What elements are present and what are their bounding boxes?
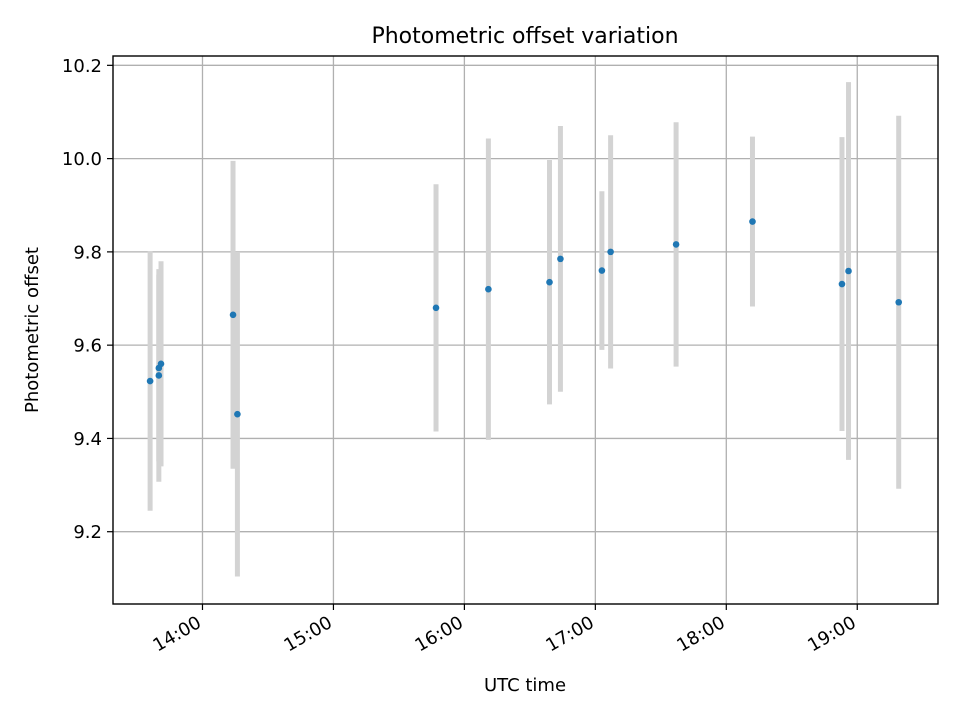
x-tick-label: 15:00 [281, 612, 336, 656]
data-point [485, 285, 492, 293]
x-tick-label: 16:00 [411, 612, 466, 656]
data-point [146, 377, 154, 385]
data-point [672, 241, 680, 248]
y-tick-label: 10.2 [62, 56, 102, 77]
data-point [749, 218, 756, 225]
grid-lines [113, 56, 938, 604]
data-points [146, 218, 903, 418]
data-point [546, 278, 553, 286]
data-point [234, 410, 241, 418]
data-point [845, 267, 852, 275]
y-tick-label: 10.0 [62, 149, 102, 170]
y-axis-label: Photometric offset [22, 247, 43, 413]
data-point [607, 248, 614, 256]
y-axis-ticks: 9.2 9.4 9.6 9.8 10.0 10.2 [62, 56, 113, 543]
chart-title: Photometric offset variation [371, 24, 678, 49]
y-tick-label: 9.2 [73, 522, 102, 543]
x-tick-label: 17:00 [542, 612, 597, 656]
data-point [157, 360, 165, 368]
x-axis-ticks: 14:00 15:00 16:00 17:00 18:00 19:00 [150, 604, 860, 656]
error-bars [147, 82, 902, 577]
data-point [432, 304, 440, 312]
x-tick-label: 19:00 [804, 612, 859, 656]
data-point [557, 255, 564, 263]
x-axis-label: UTC time [484, 675, 566, 696]
x-tick-label: 18:00 [673, 612, 728, 656]
y-tick-label: 9.4 [73, 429, 102, 450]
x-tick-label: 14:00 [150, 612, 205, 656]
data-point [895, 298, 903, 306]
y-tick-label: 9.6 [73, 336, 102, 357]
plot-frame [112, 55, 939, 605]
y-tick-label: 9.8 [73, 242, 102, 263]
data-point [155, 372, 163, 379]
data-point [838, 280, 846, 288]
data-point [598, 267, 606, 274]
data-point [229, 311, 237, 319]
